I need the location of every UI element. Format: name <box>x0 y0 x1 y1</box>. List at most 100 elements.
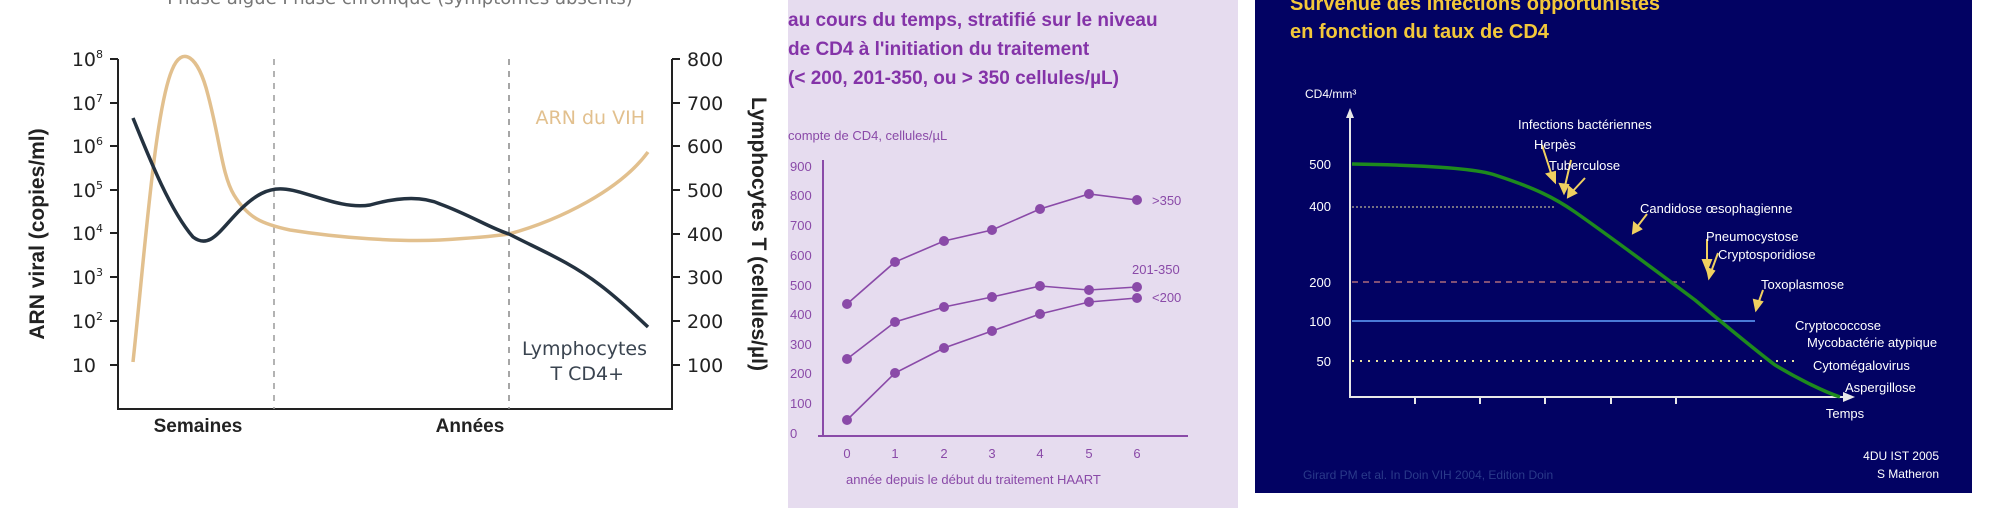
svg-text:700: 700 <box>687 93 723 115</box>
svg-text:103: 103 <box>72 266 103 289</box>
svg-text:0: 0 <box>790 426 797 441</box>
left-ticks <box>110 58 118 366</box>
right-axis-title: Lymphocytes T (cellules/µl) <box>747 97 770 371</box>
svg-text:en fonction du taux de CD4: en fonction du taux de CD4 <box>1290 21 1550 43</box>
svg-text:400: 400 <box>790 307 812 322</box>
svg-text:200: 200 <box>687 311 723 333</box>
svg-text:Aspergillose: Aspergillose <box>1845 380 1916 395</box>
svg-text:(< 200, 201-350, ou > 350 cell: (< 200, 201-350, ou > 350 cellules/µL) <box>788 68 1119 89</box>
svg-text:2: 2 <box>940 446 947 461</box>
svg-text:400: 400 <box>1309 199 1331 214</box>
svg-text:6: 6 <box>1133 446 1140 461</box>
svg-text:300: 300 <box>687 267 723 289</box>
chart-header-partial: Phase aiguë Phase chronique (symptômes a… <box>167 0 633 9</box>
svg-text:500: 500 <box>1309 157 1331 172</box>
rna-curve <box>131 54 650 363</box>
svg-text:Toxoplasmose: Toxoplasmose <box>1761 277 1844 292</box>
cd4-decline-curve <box>1351 162 1841 399</box>
svg-text:4: 4 <box>1036 446 1043 461</box>
svg-text:>350: >350 <box>1152 193 1181 208</box>
x-ticks <box>1414 397 1677 404</box>
svg-text:Herpès: Herpès <box>1534 137 1576 152</box>
right-ticks <box>672 58 680 366</box>
svg-text:Cryptococcose: Cryptococcose <box>1795 318 1881 333</box>
svg-text:Candidose œsophagienne: Candidose œsophagienne <box>1640 201 1793 216</box>
y-tick-labels: 500 400 200 100 50 <box>1309 157 1331 369</box>
cd4-haart-chart-panel: au cours du temps, stratifié sur le nive… <box>788 0 1238 508</box>
opportunistic-infections-chart: Survenue des infections opportunistes en… <box>1290 0 1939 482</box>
svg-text:Cytomégalovirus: Cytomégalovirus <box>1813 358 1910 373</box>
source-citation: Girard PM et al. In Doin VIH 2004, Editi… <box>1303 468 1553 482</box>
svg-text:500: 500 <box>790 278 812 293</box>
svg-text:100: 100 <box>1309 314 1331 329</box>
svg-text:Pneumocystose: Pneumocystose <box>1706 229 1799 244</box>
svg-text:100: 100 <box>687 355 723 377</box>
x-label-years: Années <box>436 416 505 437</box>
svg-text:Mycobactérie atypique: Mycobactérie atypique <box>1807 335 1937 350</box>
svg-text:800: 800 <box>687 49 723 71</box>
y-axis-arrow-icon <box>1346 108 1354 118</box>
svg-text:au cours du temps, stratifié s: au cours du temps, stratifié sur le nive… <box>788 10 1158 31</box>
svg-text:de CD4 à l'initiation du trait: de CD4 à l'initiation du traitement <box>788 39 1090 60</box>
svg-text:Tuberculose: Tuberculose <box>1549 158 1620 173</box>
legend-cd4-line2: T CD4+ <box>549 363 624 385</box>
svg-text:102: 102 <box>72 310 103 333</box>
svg-text:3: 3 <box>988 446 995 461</box>
svg-text:1: 1 <box>891 446 898 461</box>
x-axis-title: année depuis le début du traitement HAAR… <box>846 472 1101 487</box>
svg-text:4DU IST 2005: 4DU IST 2005 <box>1863 449 1939 463</box>
x-tick-labels: 0 1 2 3 4 5 6 <box>843 446 1140 461</box>
annotation-arrows <box>1541 144 1764 313</box>
svg-text:104: 104 <box>72 222 103 245</box>
svg-text:400: 400 <box>687 224 723 246</box>
svg-text:Cryptosporidiose: Cryptosporidiose <box>1718 247 1816 262</box>
svg-text:100: 100 <box>790 396 812 411</box>
svg-text:0: 0 <box>843 446 850 461</box>
right-tick-labels: 800 700 600 500 400 300 200 100 <box>687 49 723 377</box>
x-label-weeks: Semaines <box>154 416 243 437</box>
svg-text:600: 600 <box>687 136 723 158</box>
cd4-curve <box>131 117 650 329</box>
series-lt200 <box>842 293 1142 425</box>
hiv-course-chart-panel: Phase aiguë Phase chronique (symptômes a… <box>0 0 780 515</box>
svg-text:107: 107 <box>72 92 103 115</box>
left-tick-labels: 108 107 106 105 104 103 102 10 <box>72 48 103 377</box>
svg-text:S Matheron: S Matheron <box>1877 467 1939 481</box>
left-axis-title: ARN viral (copies/ml) <box>26 128 49 339</box>
svg-text:600: 600 <box>790 248 812 263</box>
chart-title: Survenue des infections opportunistes en… <box>1290 0 1660 43</box>
y-axis-title: compte de CD4, cellules/µL <box>788 128 947 143</box>
svg-text:Infections bactériennes: Infections bactériennes <box>1518 117 1652 132</box>
y-axis-title: CD4/mm³ <box>1305 87 1356 101</box>
chart-title: au cours du temps, stratifié sur le nive… <box>788 10 1158 89</box>
svg-text:Survenue des infections opport: Survenue des infections opportunistes <box>1290 0 1660 15</box>
y-tick-labels: 900 800 700 600 500 400 300 200 100 0 <box>790 159 812 441</box>
svg-text:106: 106 <box>72 135 103 158</box>
svg-text:900: 900 <box>790 159 812 174</box>
svg-text:<200: <200 <box>1152 290 1181 305</box>
x-axis-arrow-icon <box>1843 392 1855 402</box>
svg-text:50: 50 <box>1317 354 1331 369</box>
legend-rna: ARN du VIH <box>536 107 645 129</box>
credit: 4DU IST 2005 S Matheron <box>1863 449 1939 481</box>
svg-text:300: 300 <box>790 337 812 352</box>
series-201-350 <box>842 281 1142 364</box>
legend-cd4-line1: Lymphocytes <box>522 338 647 360</box>
svg-text:5: 5 <box>1085 446 1092 461</box>
svg-text:500: 500 <box>687 180 723 202</box>
x-axis-title: Temps <box>1826 406 1865 421</box>
series-gt350 <box>842 189 1142 309</box>
svg-text:200: 200 <box>1309 275 1331 290</box>
hiv-course-chart: Phase aiguë Phase chronique (symptômes a… <box>26 0 770 437</box>
series-labels: >350 201-350 <200 <box>1132 193 1181 305</box>
svg-text:10: 10 <box>72 355 96 377</box>
svg-text:700: 700 <box>790 218 812 233</box>
svg-text:200: 200 <box>790 366 812 381</box>
svg-text:105: 105 <box>72 179 103 202</box>
svg-text:108: 108 <box>72 48 103 71</box>
infection-labels: Infections bactériennes Herpès Tuberculo… <box>1518 117 1937 395</box>
opportunistic-infections-panel: Survenue des infections opportunistes en… <box>1255 0 1972 493</box>
cd4-haart-chart: au cours du temps, stratifié sur le nive… <box>788 10 1188 487</box>
svg-text:800: 800 <box>790 188 812 203</box>
svg-text:201-350: 201-350 <box>1132 262 1180 277</box>
